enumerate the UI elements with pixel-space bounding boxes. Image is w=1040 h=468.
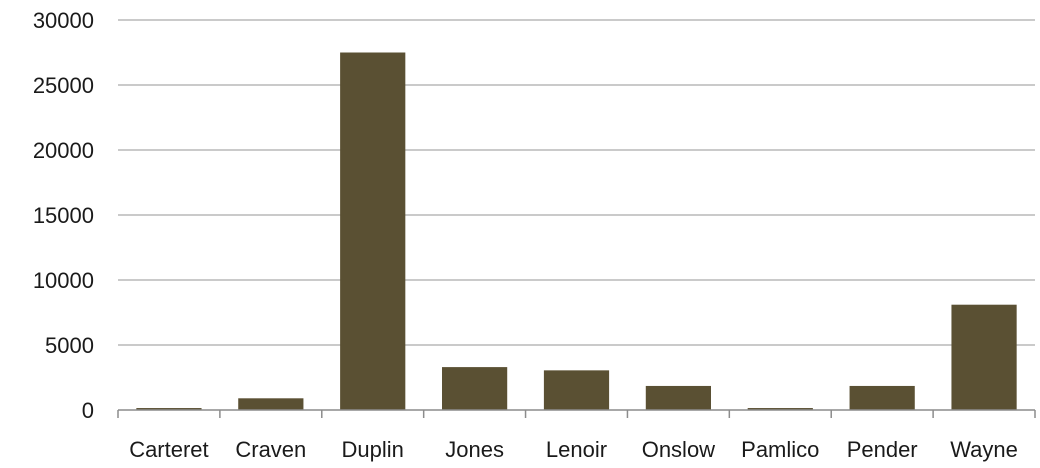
y-tick-label: 15000 (33, 203, 94, 228)
x-tick-label: Craven (235, 437, 306, 462)
x-tick-label: Jones (445, 437, 504, 462)
gridlines (118, 19, 1035, 346)
bar-wayne (951, 304, 1017, 410)
x-tick-label: Carteret (129, 437, 208, 462)
bar-pamlico (747, 408, 813, 410)
bar-craven (238, 398, 304, 410)
y-tick-label: 25000 (33, 73, 94, 98)
x-tick-label: Pender (847, 437, 918, 462)
y-tick-label: 30000 (33, 8, 94, 33)
y-axis-tick-labels: 0 5000 10000 15000 20000 25000 30000 (33, 8, 94, 423)
x-axis-category-labels: Carteret Craven Duplin Jones Lenoir Onslow Pam… (129, 437, 1018, 462)
bars (136, 52, 1017, 410)
x-tick-label: Duplin (342, 437, 404, 462)
bar-duplin (340, 52, 406, 410)
y-tick-label: 0 (82, 398, 94, 423)
bar-onslow (645, 385, 711, 410)
y-tick-label: 20000 (33, 138, 94, 163)
x-axis (117, 409, 1036, 418)
bar-pender (849, 385, 915, 410)
y-tick-label: 10000 (33, 268, 94, 293)
x-tick-label: Lenoir (546, 437, 607, 462)
x-tick-label: Wayne (950, 437, 1018, 462)
x-tick-label: Onslow (642, 437, 715, 462)
y-tick-label: 5000 (45, 333, 94, 358)
bar-carteret (136, 408, 202, 410)
x-tick-label: Pamlico (741, 437, 819, 462)
bar-jones (442, 367, 508, 410)
bar-lenoir (543, 370, 610, 410)
